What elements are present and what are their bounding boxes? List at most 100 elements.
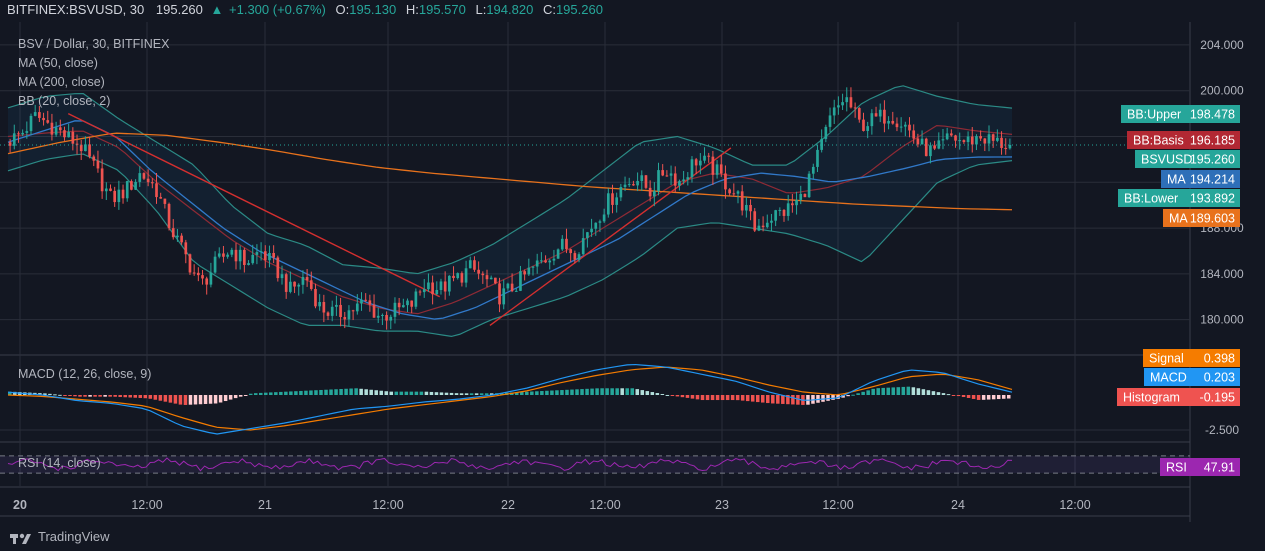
value-tag-value: 189.603 — [1190, 212, 1235, 226]
macd-histogram-bar — [294, 391, 298, 395]
candle-body — [728, 189, 731, 194]
candle-body — [786, 203, 790, 216]
candle-body — [966, 136, 970, 143]
candle-body — [263, 251, 267, 261]
macd-histogram-bar — [269, 392, 273, 395]
candle-body — [188, 254, 192, 273]
macd-histogram-bar — [720, 395, 725, 401]
candle-body — [159, 197, 163, 199]
candle-body — [276, 257, 280, 279]
macd-histogram-bar — [630, 388, 634, 395]
symbol-header: BITFINEX:BSVUSD, 30 195.260 ▲ +1.300 (+0… — [0, 0, 1265, 22]
close-label: C: — [542, 2, 556, 17]
candle-body — [192, 272, 196, 274]
symbol-label[interactable]: BITFINEX:BSVUSD, 30 — [7, 2, 145, 17]
ma200-legend[interactable]: MA (200, close) — [18, 75, 105, 89]
macd-histogram-bar — [856, 393, 860, 395]
candle-body — [318, 302, 321, 307]
candle-body — [385, 315, 388, 321]
macd-histogram-bar — [761, 395, 765, 403]
tradingview-logo-icon[interactable] — [9, 530, 33, 546]
candle-body — [289, 281, 292, 292]
brand-label[interactable]: TradingView — [38, 529, 110, 544]
macd-histogram-bar — [740, 395, 745, 401]
macd-histogram-bar — [464, 393, 469, 395]
macd-histogram-bar — [314, 390, 318, 395]
candle-body — [1008, 144, 1012, 149]
candle-body — [71, 131, 75, 144]
candle-body — [970, 136, 974, 145]
macd-histogram-bar — [1001, 395, 1006, 399]
macd-histogram-bar — [986, 395, 991, 400]
macd-histogram-bar — [138, 395, 143, 398]
candle-body — [268, 252, 271, 261]
candle-body — [745, 204, 748, 211]
price-chart[interactable]: 20 12:00 21 12:00 22 12:00 23 12:00 24 12:00 204.0… — [0, 0, 1265, 524]
rsi-legend[interactable]: RSI (14, close) — [18, 456, 101, 470]
value-tag — [1143, 349, 1240, 367]
candle-body — [623, 184, 627, 188]
candle-body — [740, 191, 744, 211]
macd-histogram-bar — [520, 391, 524, 395]
macd-histogram-bar — [555, 390, 559, 395]
macd-histogram-bar — [73, 395, 77, 397]
candle-body — [439, 281, 443, 290]
candle-body — [937, 140, 941, 149]
candle-body — [632, 184, 635, 186]
macd-histogram-bar — [449, 392, 454, 395]
bb-legend[interactable]: BB (20, close, 2) — [18, 94, 111, 108]
macd-histogram-bar — [876, 388, 880, 395]
candle-body — [67, 131, 70, 138]
macd-histogram-bar — [198, 395, 203, 405]
bb-basis-line — [7, 124, 1013, 315]
macd-histogram-bar — [489, 393, 494, 395]
macd-histogram-bar — [941, 393, 946, 395]
time-tick-label: 20 — [13, 498, 27, 512]
candle-body — [987, 134, 991, 144]
candle-body — [42, 117, 45, 121]
candle-body — [975, 136, 978, 145]
macd-histogram-bar — [479, 393, 484, 395]
candle-body — [272, 252, 275, 258]
candle-body — [96, 160, 100, 169]
bb-band-fill — [8, 85, 1012, 337]
macd-histogram-bar — [710, 395, 715, 401]
trendline — [67, 112, 441, 298]
up-arrow-icon: ▲ — [210, 2, 224, 17]
candle-body — [954, 135, 957, 141]
bb-upper-line — [7, 85, 1013, 275]
candle-body — [146, 178, 150, 183]
candle-body — [707, 155, 711, 157]
macd-histogram-bar — [274, 392, 278, 395]
candle-body — [510, 283, 514, 292]
macd-histogram-bar — [474, 393, 479, 395]
macd-legend[interactable]: MACD (12, 26, close, 9) — [18, 367, 152, 381]
candle-body — [155, 183, 158, 198]
candle-body — [627, 184, 631, 186]
macd-histogram-bar — [991, 395, 996, 400]
candle-body — [828, 115, 832, 127]
macd-histogram-bar — [63, 395, 67, 396]
candle-body — [205, 278, 209, 285]
candle-body — [690, 159, 694, 178]
candle-body — [837, 105, 840, 108]
macd-histogram-bar — [886, 387, 891, 395]
candle-body — [991, 134, 995, 141]
candle-body — [355, 303, 359, 312]
macd-histogram-bar — [750, 395, 755, 402]
macd-histogram-bar — [459, 393, 464, 395]
candle-body — [749, 204, 752, 212]
macd-histogram-bar — [173, 395, 178, 404]
macd-histogram-bar — [123, 395, 127, 398]
macd-histogram-bar — [58, 394, 62, 396]
macd-histogram-bar — [218, 395, 223, 403]
candle-body — [782, 209, 786, 216]
macd-histogram-bar — [690, 395, 695, 399]
candle-body — [803, 193, 807, 198]
candle-body — [389, 316, 393, 321]
macd-histogram-bar — [384, 391, 389, 395]
ma50-legend[interactable]: MA (50, close) — [18, 56, 98, 70]
macd-histogram-bar — [535, 391, 539, 395]
candle-body — [109, 188, 112, 191]
macd-histogram-bar — [826, 395, 830, 401]
